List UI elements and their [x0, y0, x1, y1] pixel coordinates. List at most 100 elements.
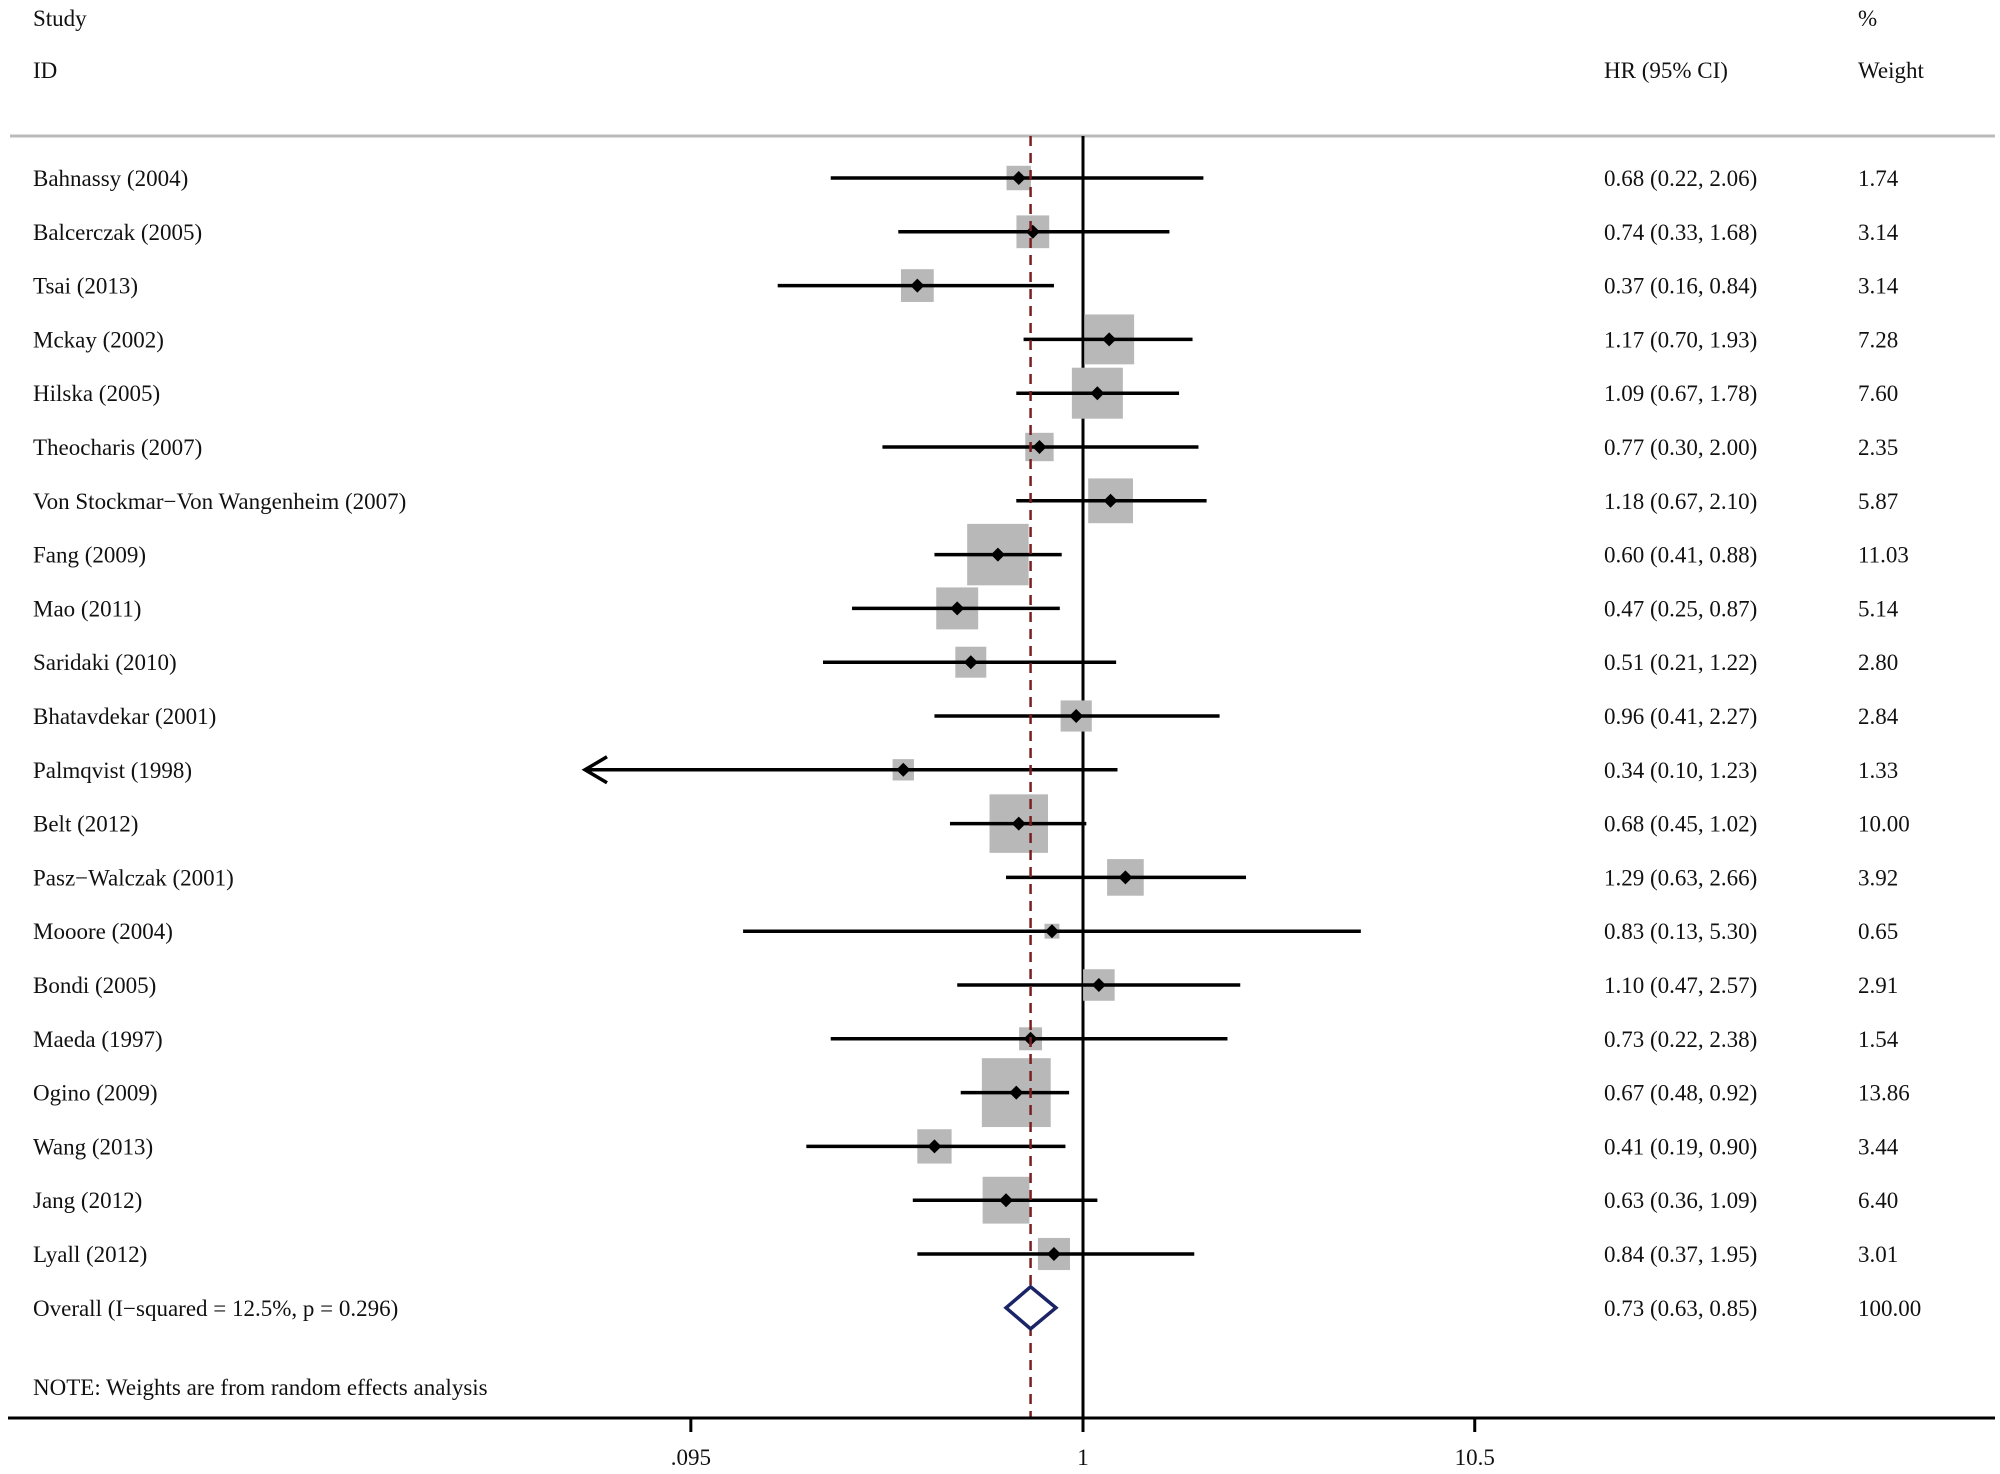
study-weight: 7.60 — [1858, 381, 1898, 406]
overall-diamond — [1003, 1284, 1059, 1332]
study-label: Tsai (2013) — [33, 274, 138, 299]
study-weight: 2.84 — [1858, 704, 1899, 729]
study-weight: 6.40 — [1858, 1188, 1898, 1213]
study-label: Palmqvist (1998) — [33, 758, 192, 783]
study-ci: 1.09 (0.67, 1.78) — [1604, 381, 1757, 406]
study-ci: 0.47 (0.25, 0.87) — [1604, 596, 1757, 621]
study-row: Mooore (2004) 0.83 (0.13, 5.30) 0.65 — [33, 919, 1898, 944]
study-weight: 1.33 — [1858, 758, 1898, 783]
study-label: Mao (2011) — [33, 596, 141, 621]
study-weight: 5.87 — [1858, 489, 1898, 514]
study-ci: 0.34 (0.10, 1.23) — [1604, 758, 1757, 783]
study-ci: 1.18 (0.67, 2.10) — [1604, 489, 1757, 514]
point-estimate — [990, 547, 1005, 562]
study-row: Lyall (2012) 0.84 (0.37, 1.95) 3.01 — [33, 1237, 1898, 1271]
study-ci: 0.68 (0.22, 2.06) — [1604, 166, 1757, 191]
study-label: Mckay (2002) — [33, 327, 164, 352]
study-ci: 0.63 (0.36, 1.09) — [1604, 1188, 1757, 1213]
header: Study ID HR (95% CI) % Weight — [10, 6, 1995, 138]
study-row: Theocharis (2007) 0.77 (0.30, 2.00) 2.35 — [33, 432, 1898, 462]
study-label: Lyall (2012) — [33, 1242, 147, 1267]
study-label: Maeda (1997) — [33, 1027, 163, 1052]
study-label: Belt (2012) — [33, 812, 138, 837]
point-estimate — [1069, 709, 1084, 723]
point-estimate — [1046, 1247, 1061, 1261]
study-row: Hilska (2005) 1.09 (0.67, 1.78) 7.60 — [33, 367, 1898, 419]
header-id: ID — [33, 58, 57, 83]
study-ci: 0.77 (0.30, 2.00) — [1604, 435, 1757, 460]
study-label: Bhatavdekar (2001) — [33, 704, 216, 729]
study-label: Saridaki (2010) — [33, 650, 177, 675]
point-estimate — [1118, 870, 1133, 885]
study-row: Pasz−Walczak (2001) 1.29 (0.63, 2.66) 3.92 — [33, 859, 1898, 896]
study-weight: 3.14 — [1858, 274, 1899, 299]
study-row: Von Stockmar−Von Wangenheim (2007) 1.18 (… — [33, 478, 1898, 524]
x-tick-label: 1 — [1077, 1445, 1089, 1470]
study-weight: 3.01 — [1858, 1242, 1898, 1267]
study-ci: 0.73 (0.22, 2.38) — [1604, 1027, 1757, 1052]
study-label: Bahnassy (2004) — [33, 166, 188, 191]
study-label: Balcerczak (2005) — [33, 220, 202, 245]
point-estimate — [1011, 816, 1026, 831]
x-axis: .095 1 10.5 — [8, 1416, 1995, 1470]
point-estimate — [950, 601, 965, 616]
study-weight: 5.14 — [1858, 596, 1899, 621]
study-ci: 0.84 (0.37, 1.95) — [1604, 1242, 1757, 1267]
study-weight: 3.14 — [1858, 220, 1899, 245]
study-row: Belt (2012) 0.68 (0.45, 1.02) 10.00 — [33, 794, 1910, 853]
study-row: Palmqvist (1998) 0.34 (0.10, 1.23) 1.33 — [33, 755, 1898, 785]
overall-row: Overall (I−squared = 12.5%, p = 0.296) 0.… — [33, 136, 1921, 1418]
header-weight: Weight — [1858, 58, 1924, 83]
x-tick-label: 10.5 — [1455, 1445, 1495, 1470]
point-estimate — [1090, 386, 1105, 401]
study-weight: 3.92 — [1858, 865, 1898, 890]
study-label: Theocharis (2007) — [33, 435, 202, 460]
study-ci: 1.17 (0.70, 1.93) — [1604, 327, 1757, 352]
point-estimate — [1102, 332, 1117, 347]
study-ci: 0.37 (0.16, 0.84) — [1604, 274, 1757, 299]
study-label: Ogino (2009) — [33, 1081, 158, 1106]
point-estimate — [1032, 440, 1047, 454]
study-row: Jang (2012) 0.63 (0.36, 1.09) 6.40 — [33, 1176, 1898, 1224]
study-ci: 0.41 (0.19, 0.90) — [1604, 1134, 1757, 1159]
note: NOTE: Weights are from random effects an… — [33, 1375, 488, 1400]
study-row: Ogino (2009) 0.67 (0.48, 0.92) 13.86 — [33, 1058, 1910, 1128]
study-row: Saridaki (2010) 0.51 (0.21, 1.22) 2.80 — [33, 646, 1898, 678]
study-weight: 13.86 — [1858, 1081, 1910, 1106]
study-ci: 1.10 (0.47, 2.57) — [1604, 973, 1757, 998]
study-row: Maeda (1997) 0.73 (0.22, 2.38) 1.54 — [33, 1027, 1899, 1052]
study-ci: 0.51 (0.21, 1.22) — [1604, 650, 1757, 675]
point-estimate — [896, 762, 911, 777]
study-weight: 0.65 — [1858, 919, 1898, 944]
point-estimate — [1009, 1085, 1024, 1100]
study-label: Mooore (2004) — [33, 919, 173, 944]
x-tick-label: .095 — [671, 1445, 711, 1470]
study-rows: Bahnassy (2004) 0.68 (0.22, 2.06) 1.74 Balc… — [33, 165, 1910, 1271]
study-row: Wang (2013) 0.41 (0.19, 0.90) 3.44 — [33, 1129, 1899, 1164]
study-weight: 10.00 — [1858, 812, 1910, 837]
study-row: Bahnassy (2004) 0.68 (0.22, 2.06) 1.74 — [33, 165, 1899, 191]
study-weight: 2.91 — [1858, 973, 1898, 998]
study-weight: 1.74 — [1858, 166, 1899, 191]
point-estimate — [999, 1193, 1014, 1208]
point-estimate — [927, 1139, 942, 1154]
study-label: Wang (2013) — [33, 1134, 153, 1159]
study-ci: 0.96 (0.41, 2.27) — [1604, 704, 1757, 729]
study-row: Bhatavdekar (2001) 0.96 (0.41, 2.27) 2.84 — [33, 700, 1899, 732]
point-estimate — [1044, 924, 1059, 939]
study-label: Hilska (2005) — [33, 381, 160, 406]
study-row: Tsai (2013) 0.37 (0.16, 0.84) 3.14 — [33, 269, 1899, 302]
study-ci: 0.74 (0.33, 1.68) — [1604, 220, 1757, 245]
study-row: Balcerczak (2005) 0.74 (0.33, 1.68) 3.14 — [33, 215, 1899, 249]
study-label: Jang (2012) — [33, 1188, 142, 1213]
header-effect-label: HR (95% CI) — [1604, 58, 1728, 83]
header-study: Study — [33, 6, 87, 31]
study-ci: 0.60 (0.41, 0.88) — [1604, 543, 1757, 568]
study-ci: 0.68 (0.45, 1.02) — [1604, 812, 1757, 837]
study-label: Pasz−Walczak (2001) — [33, 865, 234, 890]
study-weight: 3.44 — [1858, 1134, 1899, 1159]
point-estimate — [963, 655, 978, 670]
study-row: Bondi (2005) 1.10 (0.47, 2.57) 2.91 — [33, 969, 1898, 1001]
study-label: Bondi (2005) — [33, 973, 156, 998]
